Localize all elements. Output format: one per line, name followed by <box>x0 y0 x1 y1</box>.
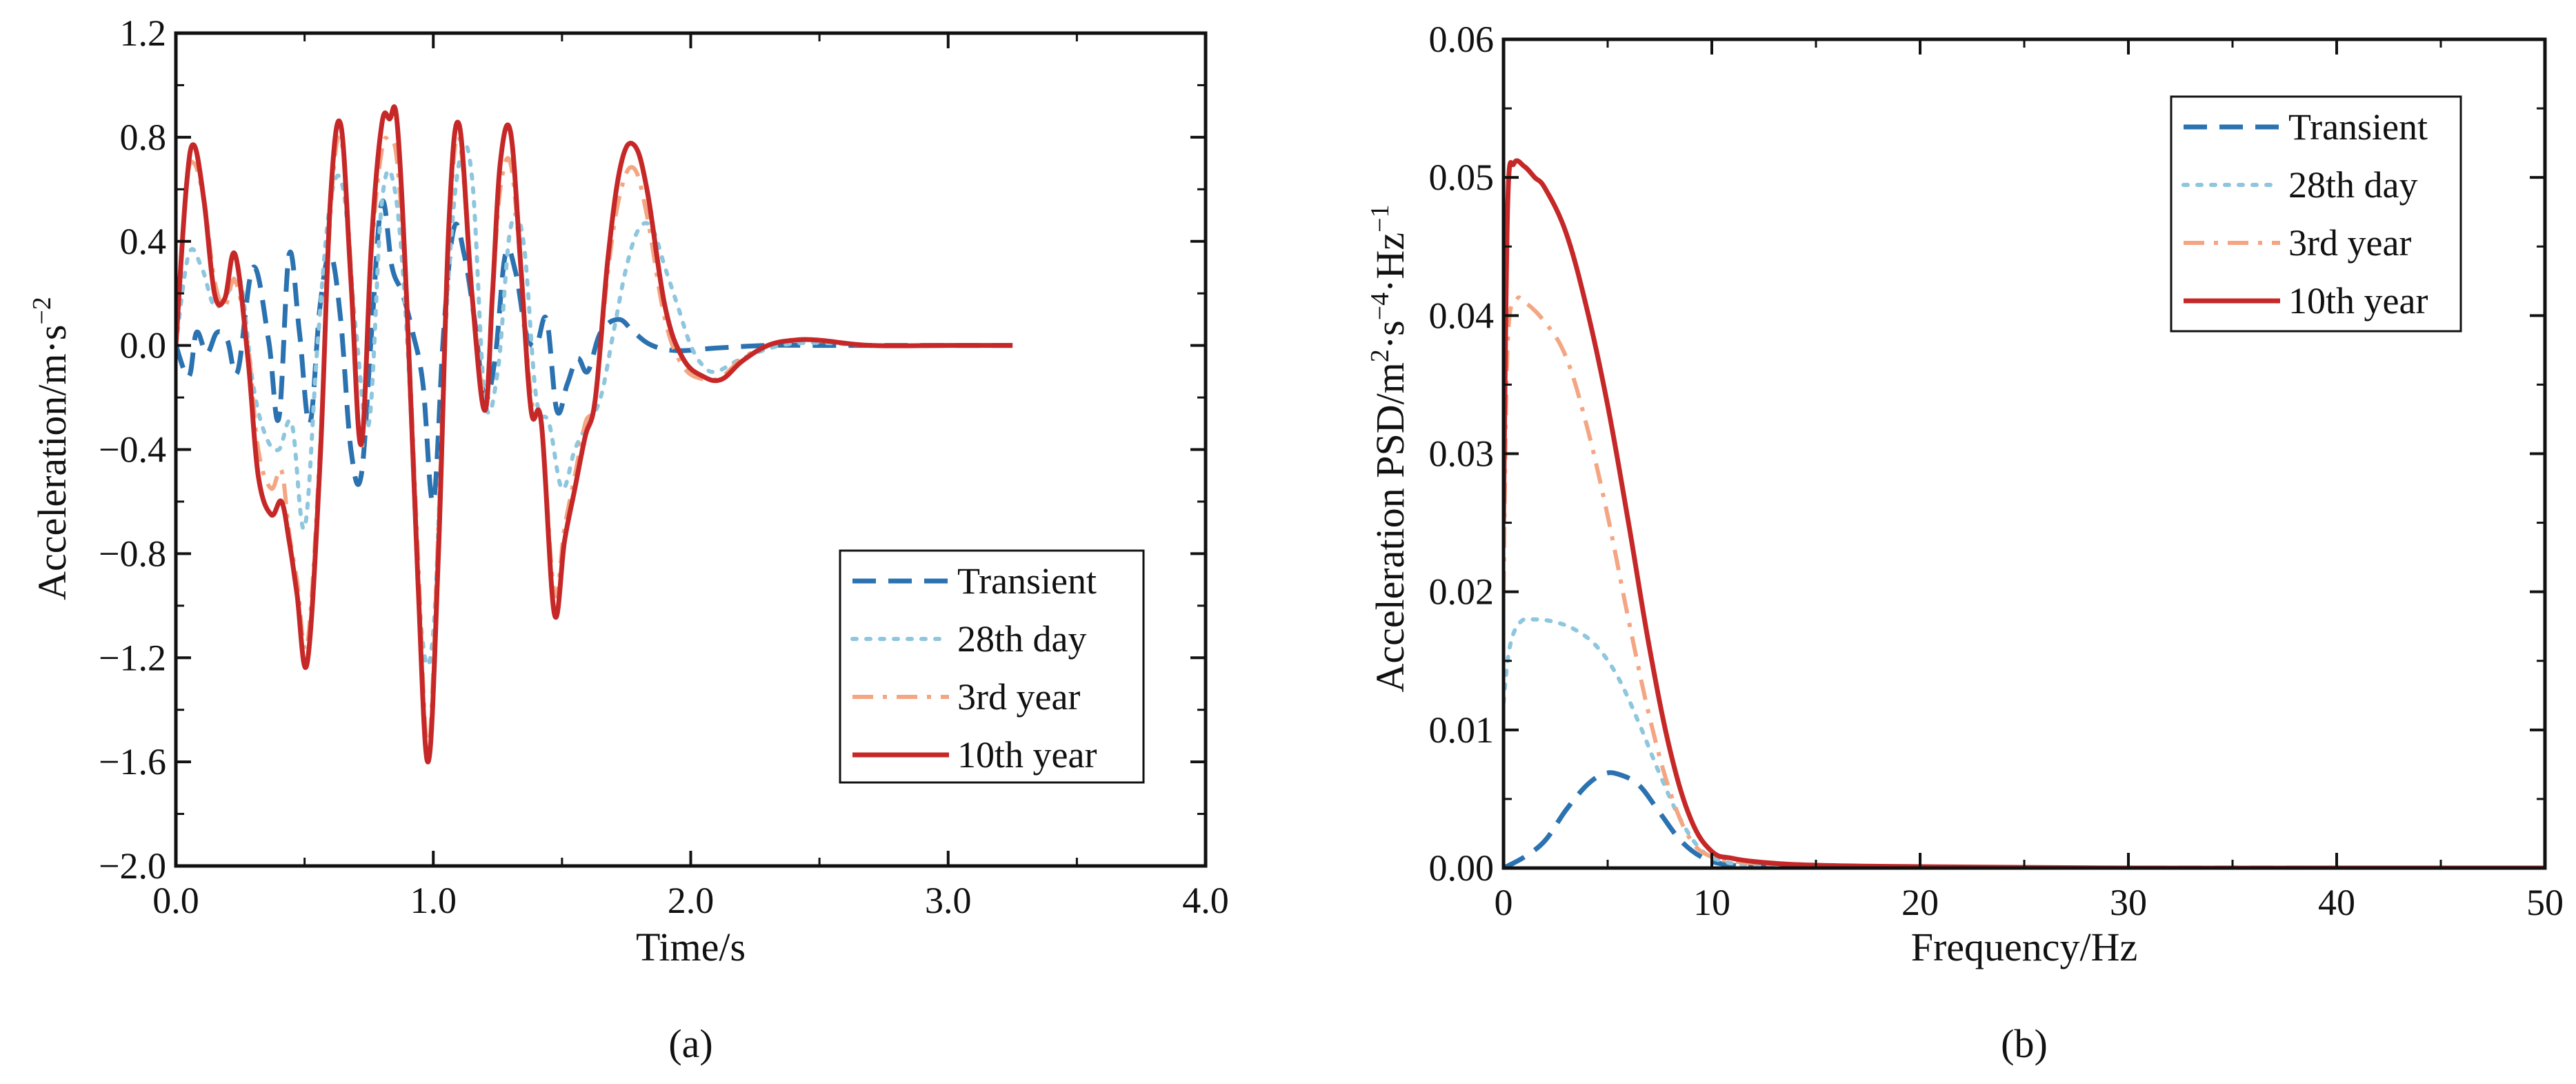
panel-a-label: (a) <box>668 1021 712 1066</box>
series-line-28th-day <box>1504 617 2545 868</box>
panel-b-y-axis-label-sup-2: −4 <box>1366 293 1395 320</box>
y-tick-label: 0.00 <box>1429 847 1495 889</box>
series-line-10th-year <box>176 104 1013 765</box>
legend-box <box>839 549 1145 784</box>
y-tick-label: 0.05 <box>1429 157 1495 198</box>
panel-b-psd: 0 10 20 30 40 500.000.010.020.030.040.050.06 … <box>1366 19 2564 1066</box>
y-tick-label: −1.2 <box>99 637 166 678</box>
y-tick-label: 0.01 <box>1429 709 1495 751</box>
legend-entry-label: 10th year <box>957 734 1097 776</box>
legend-entry-label: 3rd year <box>957 676 1080 718</box>
y-tick-label: 0.4 <box>120 221 167 262</box>
panel-a-y-axis-label: Acceleration/m·s−2 <box>28 297 74 600</box>
panel-b-y-axis-label-mid: ·s <box>1368 320 1412 349</box>
x-tick-label: 0 <box>1495 882 1513 923</box>
y-tick-label: 0.03 <box>1429 433 1495 475</box>
x-tick-label: 30 <box>2110 882 2147 923</box>
x-tick-label: 1.0 <box>410 880 457 921</box>
panel-a-x-axis-label: Time/s <box>636 925 746 969</box>
legend-entry-label: Transient <box>2288 106 2428 148</box>
panel-a-time-history: 0.0 1.0 2.0 3.0 4.0 −2.0 −1.6 −1.2 −0.8 −0.4 0.0 0.… <box>28 12 1229 1066</box>
x-tick-label: 20 <box>1901 882 1939 923</box>
panel-a-y-axis-label-exponent: −2 <box>28 297 57 324</box>
panel-a-legend: Transient 28th day 3rd year 10th year <box>839 549 1145 784</box>
legend-entry-label: 28th day <box>2288 164 2417 206</box>
series-line-transient <box>176 198 1013 505</box>
panel-b-legend: Transient 28th day 3rd year 10th year <box>2170 95 2462 333</box>
legend-entry-label: Transient <box>957 560 1097 602</box>
x-tick-label: 4.0 <box>1182 880 1229 921</box>
x-tick-label: 40 <box>2318 882 2355 923</box>
legend-entry-label: 10th year <box>2288 280 2428 322</box>
y-tick-label: 0.8 <box>120 117 167 158</box>
y-tick-label: 1.2 <box>120 12 167 54</box>
y-tick-label: 0.02 <box>1429 571 1495 613</box>
panel-a-ticks: 0.0 1.0 2.0 3.0 4.0 −2.0 −1.6 −1.2 −0.8 −0.4 0.0 0.… <box>99 12 1229 921</box>
panel-b-ticks: 0 10 20 30 40 50 0.00 0.01 0.02 0.03 0.04 0.05 0.06 <box>1429 19 2564 923</box>
panel-b-x-axis-label: Frequency/Hz <box>1911 925 2138 969</box>
panel-b-y-axis-label: Acceleration PSD/m2·s−4·Hz−1 <box>1366 204 1412 692</box>
panel-a-series <box>176 104 1015 765</box>
y-tick-label: −0.8 <box>99 533 166 574</box>
y-tick-label: 0.06 <box>1429 19 1495 60</box>
y-tick-label: −2.0 <box>99 845 166 887</box>
panel-b-label: (b) <box>2001 1021 2048 1066</box>
y-tick-label: 0.0 <box>120 325 167 366</box>
panel-b-y-axis-label-tail: ·Hz <box>1368 233 1412 293</box>
x-tick-label: 10 <box>1693 882 1730 923</box>
x-tick-label: 3.0 <box>925 880 972 921</box>
legend-entry-label: 28th day <box>957 618 1086 660</box>
x-tick-label: 0.0 <box>152 880 199 921</box>
series-line-28th-day <box>176 141 1015 668</box>
y-tick-label: −1.6 <box>99 741 166 782</box>
series-line-3rd-year <box>1504 295 2545 868</box>
legend-box <box>2170 95 2462 333</box>
y-tick-label: 0.04 <box>1429 295 1495 336</box>
x-tick-label: 50 <box>2526 882 2564 923</box>
x-tick-label: 2.0 <box>668 880 715 921</box>
legend-entry-label: 3rd year <box>2288 222 2411 264</box>
panel-a-y-axis-label-base: Acceleration/m·s <box>30 325 74 600</box>
panel-b-y-axis-label-base: Acceleration PSD/m <box>1368 362 1412 692</box>
panel-b-y-axis-label-sup-3: −1 <box>1366 204 1395 232</box>
y-tick-label: −0.4 <box>99 429 166 471</box>
panel-b-y-axis-label-sup-1: 2 <box>1366 349 1395 362</box>
